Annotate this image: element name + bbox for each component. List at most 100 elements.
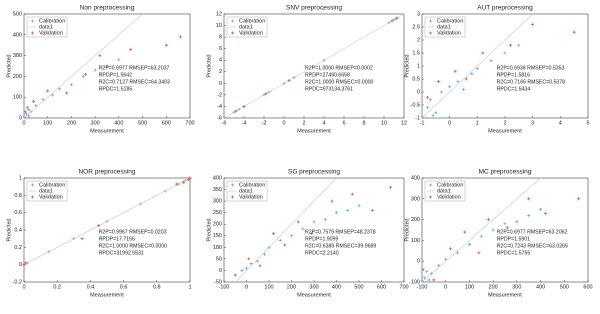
point [81,74,85,78]
point [371,208,374,212]
y-tick-label: 0.6 [14,210,22,216]
x-tick-label: 0.8 [153,284,161,290]
y-tick-label: 0 [219,81,222,87]
legend-box [424,16,466,38]
point [439,90,443,94]
annotation: R2P=1.0000 RMSEP=0.0002 [305,65,373,71]
subplot-title: SNV preprocessing [286,5,342,12]
point [50,93,54,97]
x-tick-label: 100 [43,120,52,126]
legend-swatch [231,195,234,199]
point [395,16,399,20]
point [283,243,287,247]
point [323,218,327,222]
y-tick-label: 0 [417,259,420,265]
point [427,278,431,282]
annotation: RPDP=1.5642 [99,72,132,78]
annotation: RPDP=1.5816 [497,72,530,78]
legend-label: data1 [39,24,53,30]
legend-swatch [231,183,234,187]
annotation: R2P=0.7579 RMSEP=48.2378 [305,229,376,235]
x-tick-label: 3 [531,120,534,126]
legend-label: Validation [239,194,263,200]
legend-swatch [31,195,34,199]
y-tick-label: 1 [19,175,22,181]
point [330,199,334,203]
legend-label: Validation [239,30,263,36]
point [456,251,460,255]
point [249,262,253,266]
point [24,112,28,116]
y-tick-label: 150 [213,233,222,239]
point [26,106,30,110]
x-tick-label: 600 [377,284,386,290]
point [539,207,543,211]
point [117,58,121,62]
point [437,263,441,267]
point [98,54,102,58]
point [489,59,493,63]
point [93,68,97,72]
point [181,180,185,184]
y-tick-label: -6 [217,115,222,121]
y-tick-label: 50 [216,256,222,262]
y-tick-label: 6 [219,46,222,52]
annotation: R2C=0.7166 RMSEC=0.5378 [497,79,565,85]
x-tick-label: 200 [489,284,498,290]
point [46,89,50,93]
subplot-title: Non preprocessing [80,5,135,12]
point [491,228,495,232]
annotation: RPDC=973134.3761 [305,86,353,92]
x-tick-label: 400 [114,120,123,126]
point [477,251,481,255]
point [41,97,45,101]
legend-swatch [429,19,432,23]
point [258,264,262,268]
y-tick-label: 200 [411,217,420,223]
point [431,113,435,117]
legend-label: Validation [437,194,461,200]
annotation: RPDC=2.2140 [305,250,339,256]
point [505,226,509,230]
annotation: RPDP=17.7166 [99,236,135,242]
subplot-title: MC preprocessing [479,169,532,176]
x-tick-label: 0.2 [53,284,61,290]
x-tick-label: 300 [512,284,521,290]
x-tick-label: 400 [332,284,341,290]
y-tick-label: 1 [417,63,420,69]
point [233,273,237,277]
y-tick-label: -0.2 [13,279,22,285]
y-tick-label: 200 [213,222,222,228]
x-axis-label: Measurement [90,292,124,298]
point [470,72,474,76]
x-tick-label: 0 [245,284,248,290]
x-tick-label: 400 [536,284,545,290]
reference-line [235,177,337,283]
annotation: RPDC=1.5755 [497,250,531,256]
point [272,231,275,235]
point [428,98,432,102]
point [22,263,26,267]
y-tick-label: 0 [417,89,420,95]
subplot: AUT preprocessing-1 0 1 2 3 4 5-1-0.500.511.52… [404,5,589,135]
point [84,72,88,76]
y-tick-label: 100 [213,245,222,251]
point [503,222,507,226]
point [462,87,465,91]
reference-line [421,13,533,119]
y-axis-label: Predicted [206,218,212,241]
point [434,111,438,115]
x-tick-label: 700 [399,284,408,290]
legend-swatch [429,183,432,187]
x-tick-label: 0 [444,284,447,290]
point [453,69,457,73]
x-tick-label: 0 [22,284,25,290]
point [27,108,31,112]
point [448,247,452,251]
point [58,87,62,91]
x-tick-label: -100 [218,284,229,290]
point [80,237,84,241]
legend-label: Calibration [437,18,463,24]
